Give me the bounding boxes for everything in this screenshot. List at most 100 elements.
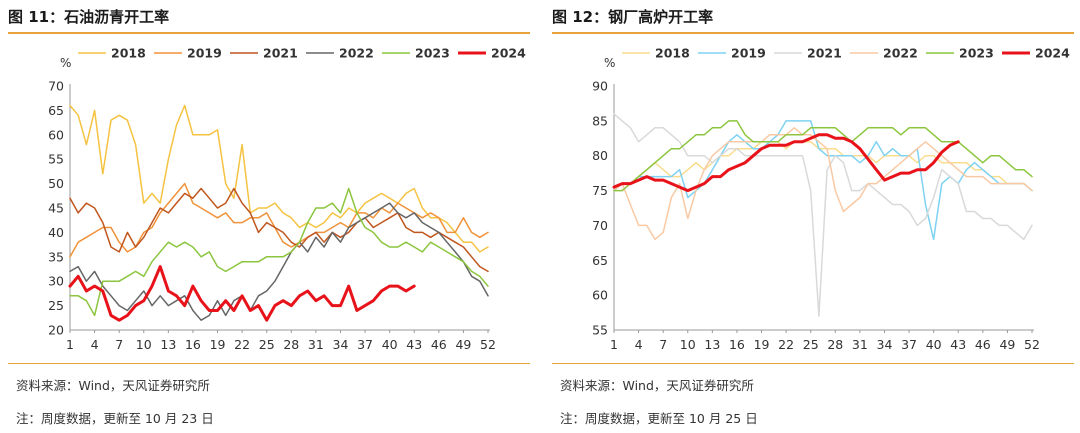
chart-note: 注：周度数据，更新至 10 月 23 日 bbox=[16, 411, 214, 426]
y-tick-label: 30 bbox=[48, 274, 64, 289]
x-tick-label: 28 bbox=[283, 337, 299, 352]
y-unit-label: % bbox=[60, 56, 71, 70]
legend-item-2021: 2021 bbox=[774, 46, 842, 61]
y-tick-label: 45 bbox=[48, 201, 64, 216]
blast-furnace-utilization-chart: % 55 60 65 70 75 80 85 90 1 4 7 10 13 16 19 22 25 28 31 34 37… bbox=[592, 46, 1070, 353]
legend-item-2019: 2019 bbox=[154, 46, 222, 61]
x-tick-label: 37 bbox=[901, 337, 917, 352]
y-tick-label: 50 bbox=[48, 176, 64, 191]
series-line-2024 bbox=[68, 265, 416, 322]
series-line-2021 bbox=[613, 113, 1033, 317]
x-tick-label: 4 bbox=[91, 337, 99, 352]
legend-label: 2022 bbox=[883, 46, 918, 61]
x-tick-label: 31 bbox=[852, 337, 868, 352]
y-tick-label: 65 bbox=[592, 253, 608, 268]
legend-label: 2021 bbox=[263, 46, 298, 61]
y-tick-label: 85 bbox=[592, 113, 608, 128]
chart-panel-blast-furnace: 图 12：钢厂高炉开工率 % 55 60 65 70 75 80 85 90 1 4 7 10 13 16 1… bbox=[552, 0, 1080, 433]
series-line-2018 bbox=[613, 141, 1033, 192]
y-tick-label: 60 bbox=[592, 288, 608, 303]
series-line-2024 bbox=[612, 133, 960, 193]
y-tick-label: 80 bbox=[592, 148, 608, 163]
legend-item-2019: 2019 bbox=[698, 46, 766, 61]
chart-title: 图 11：石油沥青开工率 bbox=[8, 8, 170, 26]
legend-item-2022: 2022 bbox=[306, 46, 374, 61]
bottom-rule bbox=[8, 363, 530, 364]
legend-label: 2024 bbox=[491, 46, 526, 61]
x-tick-label: 40 bbox=[382, 337, 398, 352]
legend-item-2018: 2018 bbox=[78, 46, 146, 61]
series-line-2019 bbox=[613, 120, 1033, 241]
legend-item-2024: 2024 bbox=[458, 46, 526, 61]
chart-source: 资料来源：Wind，天风证券研究所 bbox=[560, 378, 754, 393]
x-tick-label: 10 bbox=[680, 337, 696, 352]
x-tick-label: 37 bbox=[357, 337, 373, 352]
legend-label: 2019 bbox=[187, 46, 222, 61]
bottom-rule bbox=[552, 363, 1074, 364]
legend-label: 2023 bbox=[959, 46, 994, 61]
legend-item-2023: 2023 bbox=[926, 46, 994, 61]
x-tick-label: 40 bbox=[926, 337, 942, 352]
y-tick-label: 20 bbox=[48, 323, 64, 338]
x-tick-label: 49 bbox=[999, 337, 1015, 352]
x-tick-label: 4 bbox=[635, 337, 643, 352]
x-tick-label: 13 bbox=[160, 337, 176, 352]
legend-item-2024: 2024 bbox=[1002, 46, 1070, 61]
x-tick-label: 16 bbox=[729, 337, 745, 352]
chart-note: 注：周度数据，更新至 10 月 25 日 bbox=[560, 411, 758, 426]
x-tick-label: 25 bbox=[803, 337, 819, 352]
y-tick-label: 70 bbox=[592, 218, 608, 233]
legend-label: 2018 bbox=[111, 46, 146, 61]
x-tick-label: 28 bbox=[827, 337, 843, 352]
x-tick-label: 7 bbox=[115, 337, 123, 352]
chart-panel-asphalt: 图 11：石油沥青开工率 % 20 25 30 35 40 45 50 55 60 65 70 1 4 7 1… bbox=[8, 0, 538, 433]
y-tick-label: 55 bbox=[48, 152, 64, 167]
series-line-2022 bbox=[69, 202, 489, 321]
x-tick-label: 7 bbox=[659, 337, 667, 352]
asphalt-utilization-chart: % 20 25 30 35 40 45 50 55 60 65 70 1 4 7 10 13 16 19 22 25 28… bbox=[48, 46, 526, 353]
x-tick-label: 25 bbox=[259, 337, 275, 352]
y-unit-label: % bbox=[604, 56, 615, 70]
x-tick-label: 46 bbox=[431, 337, 447, 352]
legend-label: 2019 bbox=[731, 46, 766, 61]
legend-label: 2023 bbox=[415, 46, 450, 61]
x-tick-label: 49 bbox=[455, 337, 471, 352]
y-tick-label: 75 bbox=[592, 183, 608, 198]
x-tick-label: 52 bbox=[1024, 337, 1040, 352]
legend-item-2022: 2022 bbox=[850, 46, 918, 61]
x-tick-label: 31 bbox=[308, 337, 324, 352]
x-tick-label: 22 bbox=[234, 337, 250, 352]
series-line-2023 bbox=[69, 187, 489, 317]
y-tick-label: 25 bbox=[48, 298, 64, 313]
title-rule bbox=[552, 32, 1074, 34]
x-tick-label: 13 bbox=[704, 337, 720, 352]
x-tick-label: 34 bbox=[877, 337, 893, 352]
y-tick-label: 55 bbox=[592, 323, 608, 338]
x-tick-label: 46 bbox=[975, 337, 991, 352]
series-line-2022 bbox=[613, 127, 1033, 241]
series-line-2023 bbox=[613, 120, 1033, 192]
y-tick-label: 90 bbox=[592, 79, 608, 94]
x-tick-label: 10 bbox=[136, 337, 152, 352]
y-tick-label: 60 bbox=[48, 127, 64, 142]
series-line-2019 bbox=[69, 182, 489, 258]
series-line-2018 bbox=[69, 104, 489, 253]
legend-label: 2022 bbox=[339, 46, 374, 61]
legend-label: 2024 bbox=[1035, 46, 1070, 61]
series-line-2021 bbox=[69, 187, 489, 273]
x-tick-label: 43 bbox=[950, 337, 966, 352]
legend-label: 2021 bbox=[807, 46, 842, 61]
x-tick-label: 16 bbox=[185, 337, 201, 352]
x-tick-label: 1 bbox=[66, 337, 74, 352]
title-rule bbox=[8, 32, 530, 34]
legend-item-2023: 2023 bbox=[382, 46, 450, 61]
y-tick-label: 40 bbox=[48, 225, 64, 240]
y-tick-label: 70 bbox=[48, 79, 64, 94]
x-tick-label: 22 bbox=[778, 337, 794, 352]
legend-label: 2018 bbox=[655, 46, 690, 61]
y-tick-label: 65 bbox=[48, 103, 64, 118]
chart-source: 资料来源：Wind，天风证券研究所 bbox=[16, 378, 210, 393]
x-tick-label: 34 bbox=[333, 337, 349, 352]
x-tick-label: 19 bbox=[754, 337, 770, 352]
x-tick-label: 43 bbox=[406, 337, 422, 352]
